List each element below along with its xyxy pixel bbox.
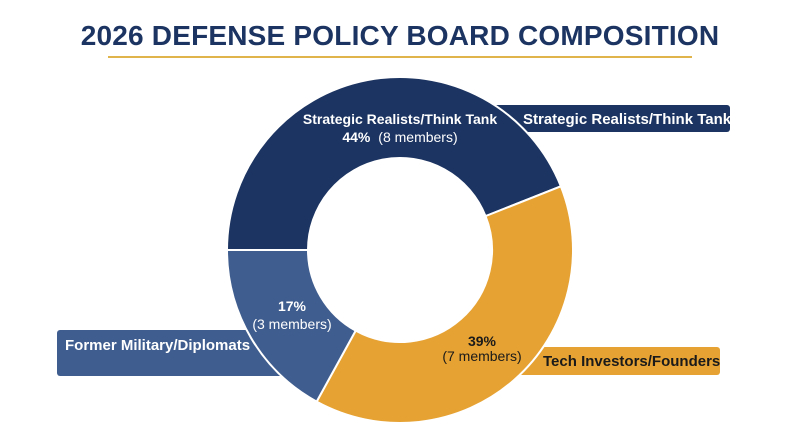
slice-label-strategic-value: 44% (8 members) <box>342 129 457 145</box>
slice-pct-strategic: 44% <box>342 129 371 145</box>
slice-members-tech: (7 members) <box>442 348 521 364</box>
callout-strategic-box <box>480 105 730 132</box>
callout-strategic: Strategic Realists/Think Tank <box>480 105 732 132</box>
slice-members-strategic: (8 members) <box>378 129 457 145</box>
callout-military-text: Former Military/Diplomats <box>65 337 250 354</box>
title-underline <box>108 56 692 58</box>
callout-tech-text: Tech Investors/Founders <box>543 353 720 370</box>
slice-label-tech: 39% (7 members) <box>442 333 521 364</box>
slice-pct-military: 17% <box>278 298 307 314</box>
slice-pct-tech: 39% <box>468 333 497 349</box>
slice-members-military: (3 members) <box>252 316 331 332</box>
donut-slice-tech <box>315 185 574 424</box>
donut-slice-military <box>225 249 358 403</box>
donut-slice-strategic <box>225 76 563 251</box>
donut-slices <box>225 76 574 424</box>
callout-strategic-text: Strategic Realists/Think Tank <box>523 111 732 128</box>
slice-label-strategic-name: Strategic Realists/Think Tank <box>303 111 497 127</box>
slice-label-strategic: Strategic Realists/Think Tank 44% (8 mem… <box>303 111 497 145</box>
chart-title: 2026 DEFENSE POLICY BOARD COMPOSITION <box>80 20 720 51</box>
slice-label-military: 17% (3 members) <box>252 298 331 332</box>
